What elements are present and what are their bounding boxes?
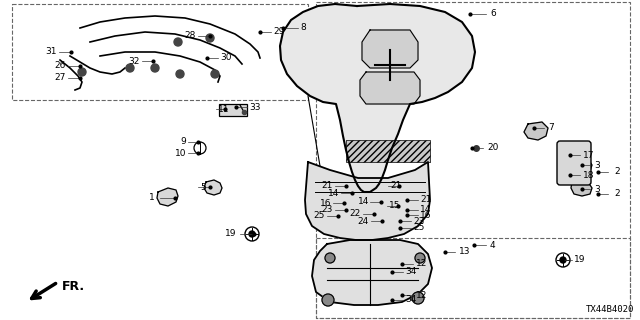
Polygon shape	[157, 188, 178, 206]
Text: 6: 6	[490, 10, 496, 19]
Text: 29: 29	[273, 28, 284, 36]
Circle shape	[78, 68, 86, 76]
Text: 9: 9	[180, 138, 186, 147]
Text: 27: 27	[54, 74, 66, 83]
FancyBboxPatch shape	[557, 141, 591, 185]
Text: 25: 25	[413, 223, 424, 233]
Text: 22: 22	[349, 210, 361, 219]
Text: 28: 28	[184, 31, 196, 41]
Text: 26: 26	[54, 61, 66, 70]
Circle shape	[412, 292, 424, 304]
Circle shape	[325, 253, 335, 263]
Text: 4: 4	[490, 241, 495, 250]
Text: 1: 1	[149, 194, 155, 203]
Circle shape	[322, 294, 334, 306]
Circle shape	[249, 231, 255, 237]
Text: 19: 19	[574, 255, 586, 265]
Text: 2: 2	[614, 167, 620, 177]
Text: 11: 11	[218, 105, 230, 114]
Text: 32: 32	[129, 57, 140, 66]
Text: 13: 13	[459, 247, 470, 257]
Circle shape	[151, 64, 159, 72]
Text: 14: 14	[328, 188, 339, 197]
Text: 17: 17	[583, 150, 595, 159]
Bar	[12, 4, 308, 100]
Polygon shape	[346, 140, 430, 162]
Circle shape	[206, 34, 214, 42]
Circle shape	[415, 253, 425, 263]
Text: 34: 34	[405, 268, 417, 276]
Text: 24: 24	[358, 217, 369, 226]
Bar	[219, 104, 247, 116]
Text: 34: 34	[405, 295, 417, 305]
Text: 21: 21	[322, 181, 333, 190]
Text: 5: 5	[200, 182, 205, 191]
Circle shape	[176, 70, 184, 78]
Text: 16: 16	[420, 211, 431, 220]
Polygon shape	[312, 240, 432, 305]
Text: 7: 7	[548, 124, 554, 132]
Polygon shape	[204, 180, 222, 195]
Text: 21: 21	[390, 181, 401, 190]
Text: 2: 2	[614, 189, 620, 198]
Circle shape	[560, 257, 566, 263]
Text: 31: 31	[45, 47, 57, 57]
Text: 15: 15	[389, 202, 401, 211]
Text: 23: 23	[322, 205, 333, 214]
Text: 33: 33	[249, 102, 260, 111]
Circle shape	[174, 38, 182, 46]
Text: 3: 3	[594, 161, 600, 170]
Text: 3: 3	[594, 185, 600, 194]
Text: 23: 23	[413, 217, 424, 226]
Bar	[316, 238, 630, 318]
Polygon shape	[524, 122, 548, 140]
Text: 25: 25	[314, 212, 325, 220]
Text: 18: 18	[583, 171, 595, 180]
Polygon shape	[571, 180, 592, 196]
Circle shape	[126, 64, 134, 72]
Text: 12: 12	[416, 260, 428, 268]
Text: 14: 14	[358, 197, 369, 206]
Text: 21: 21	[420, 196, 431, 204]
Circle shape	[211, 70, 219, 78]
Polygon shape	[305, 162, 430, 240]
Text: FR.: FR.	[62, 280, 85, 293]
Text: 19: 19	[225, 229, 236, 238]
Polygon shape	[571, 157, 592, 173]
Text: 10: 10	[175, 148, 186, 157]
Text: 12: 12	[416, 291, 428, 300]
Polygon shape	[360, 72, 420, 104]
Text: 16: 16	[319, 198, 331, 207]
Text: TX44B4020: TX44B4020	[586, 305, 634, 314]
Polygon shape	[362, 30, 418, 68]
Text: 20: 20	[487, 143, 499, 153]
Text: 8: 8	[300, 23, 306, 33]
Text: 30: 30	[220, 53, 232, 62]
Bar	[316, 2, 630, 318]
Text: 14: 14	[420, 205, 431, 214]
Polygon shape	[280, 4, 475, 192]
